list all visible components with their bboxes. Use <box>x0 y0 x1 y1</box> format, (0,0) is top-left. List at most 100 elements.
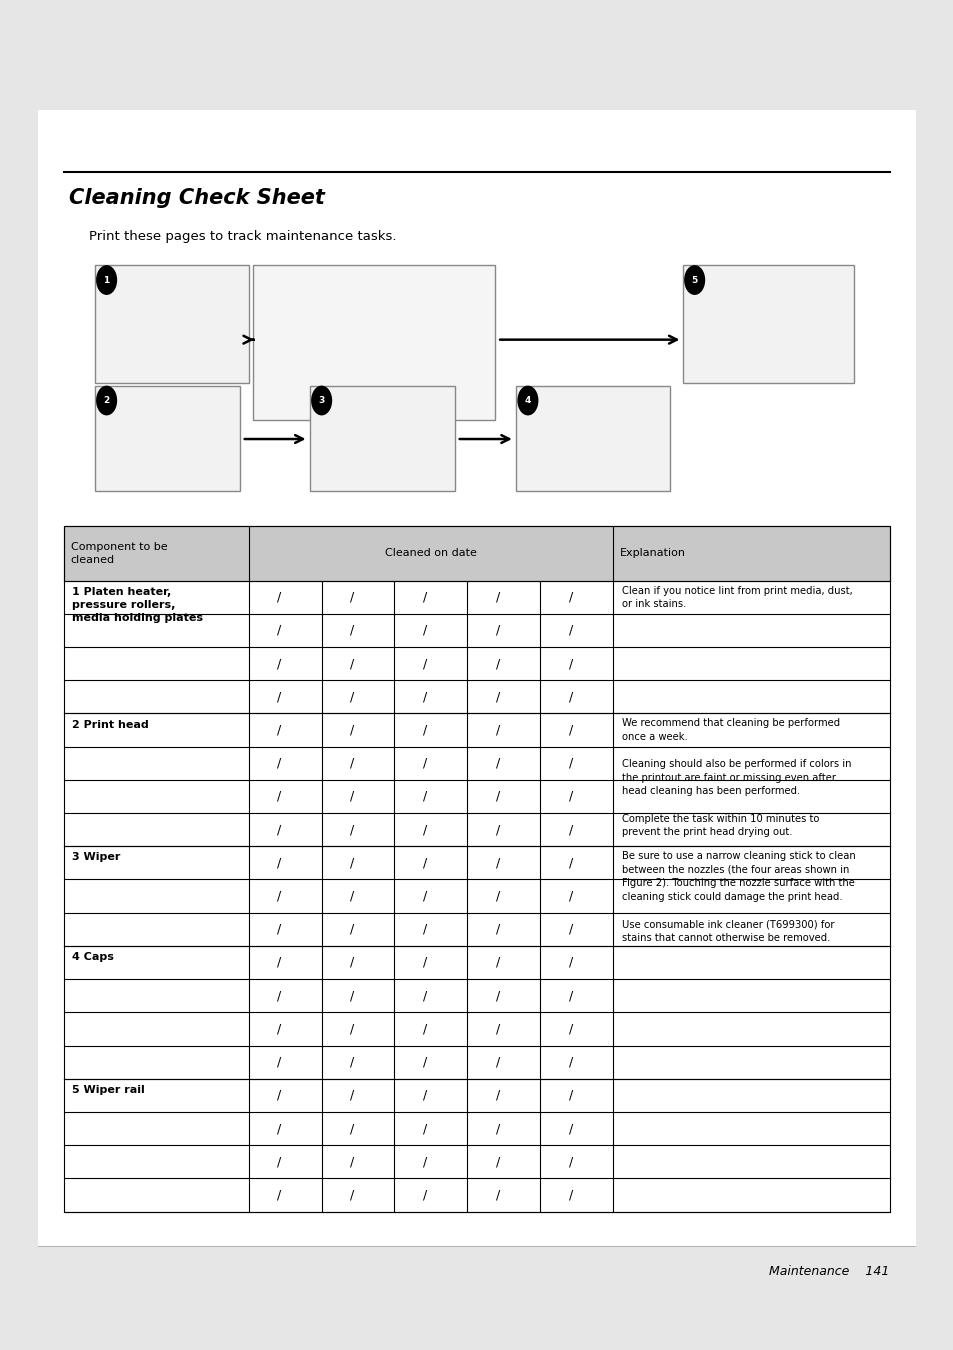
Bar <box>516 386 669 491</box>
Text: /: / <box>422 824 427 836</box>
Bar <box>95 265 249 383</box>
Text: /: / <box>350 923 354 936</box>
Text: /: / <box>496 624 499 637</box>
Text: /: / <box>568 956 573 969</box>
Text: /: / <box>568 824 573 836</box>
Text: /: / <box>568 757 573 769</box>
Text: /: / <box>568 1056 573 1069</box>
Text: /: / <box>496 591 499 603</box>
Text: /: / <box>422 990 427 1002</box>
Text: /: / <box>277 624 281 637</box>
Bar <box>38 1246 915 1296</box>
Text: /: / <box>422 1188 427 1202</box>
Text: /: / <box>422 1156 427 1168</box>
Text: Print these pages to track maintenance tasks.: Print these pages to track maintenance t… <box>89 231 396 243</box>
Text: /: / <box>350 1089 354 1102</box>
Text: /: / <box>496 1022 499 1035</box>
Text: /: / <box>496 956 499 969</box>
Text: /: / <box>277 657 281 670</box>
Text: /: / <box>277 923 281 936</box>
Text: /: / <box>568 1122 573 1135</box>
Text: /: / <box>277 1156 281 1168</box>
Text: /: / <box>568 1022 573 1035</box>
Text: /: / <box>496 757 499 769</box>
Text: /: / <box>350 1122 354 1135</box>
Text: 1 Platen heater,
pressure rollers,
media holding plates: 1 Platen heater, pressure rollers, media… <box>71 587 202 624</box>
Text: /: / <box>422 1056 427 1069</box>
Text: /: / <box>277 1122 281 1135</box>
Text: Explanation: Explanation <box>619 548 685 559</box>
Text: /: / <box>277 1056 281 1069</box>
Text: /: / <box>350 990 354 1002</box>
Text: /: / <box>350 1022 354 1035</box>
Text: Be sure to use a narrow cleaning stick to clean
between the nozzles (the four ar: Be sure to use a narrow cleaning stick t… <box>621 852 855 942</box>
Text: We recommend that cleaning be performed
once a week.

Cleaning should also be pe: We recommend that cleaning be performed … <box>621 718 850 837</box>
Text: /: / <box>277 990 281 1002</box>
Text: /: / <box>496 923 499 936</box>
Text: /: / <box>568 1156 573 1168</box>
Text: /: / <box>350 624 354 637</box>
Text: /: / <box>422 657 427 670</box>
Text: /: / <box>350 856 354 869</box>
Circle shape <box>517 386 537 416</box>
Text: Component to be
cleaned: Component to be cleaned <box>71 541 167 564</box>
Text: Clean if you notice lint from print media, dust,
or ink stains.: Clean if you notice lint from print medi… <box>621 586 852 609</box>
Text: /: / <box>422 856 427 869</box>
Text: /: / <box>422 724 427 737</box>
Text: /: / <box>422 757 427 769</box>
Bar <box>682 265 854 383</box>
Text: /: / <box>422 1122 427 1135</box>
Text: /: / <box>496 1089 499 1102</box>
Text: /: / <box>277 1188 281 1202</box>
Text: /: / <box>277 890 281 903</box>
Text: /: / <box>568 591 573 603</box>
Text: 2 Print head: 2 Print head <box>71 720 148 729</box>
Text: /: / <box>568 890 573 903</box>
Text: /: / <box>422 1022 427 1035</box>
Text: /: / <box>350 890 354 903</box>
Bar <box>38 54 915 109</box>
Text: /: / <box>422 956 427 969</box>
Bar <box>253 265 494 420</box>
Text: /: / <box>350 1188 354 1202</box>
Text: 5 Wiper rail: 5 Wiper rail <box>71 1085 144 1095</box>
Text: /: / <box>277 824 281 836</box>
Text: /: / <box>568 624 573 637</box>
Text: /: / <box>350 790 354 803</box>
Circle shape <box>96 265 117 294</box>
Text: /: / <box>496 1156 499 1168</box>
Text: Maintenance    141: Maintenance 141 <box>768 1265 888 1277</box>
Bar <box>65 526 888 580</box>
Text: /: / <box>277 956 281 969</box>
Text: /: / <box>350 1056 354 1069</box>
Text: /: / <box>568 1089 573 1102</box>
Text: Cleaning Check Sheet: Cleaning Check Sheet <box>69 188 324 208</box>
Text: /: / <box>277 724 281 737</box>
Bar <box>310 386 455 491</box>
Text: /: / <box>568 923 573 936</box>
Text: /: / <box>350 956 354 969</box>
Text: /: / <box>350 824 354 836</box>
Circle shape <box>683 265 704 294</box>
Text: /: / <box>422 591 427 603</box>
Text: /: / <box>568 657 573 670</box>
Text: /: / <box>496 824 499 836</box>
Text: /: / <box>422 624 427 637</box>
Text: /: / <box>568 990 573 1002</box>
Text: /: / <box>496 1188 499 1202</box>
Text: Cleaned on date: Cleaned on date <box>385 548 476 559</box>
Circle shape <box>311 386 332 416</box>
Bar <box>95 386 240 491</box>
Text: 3 Wiper: 3 Wiper <box>71 852 120 863</box>
Text: /: / <box>496 1056 499 1069</box>
Text: 5: 5 <box>691 275 697 285</box>
Text: /: / <box>350 657 354 670</box>
Text: /: / <box>277 591 281 603</box>
Text: /: / <box>422 890 427 903</box>
Text: /: / <box>422 790 427 803</box>
Text: 1: 1 <box>103 275 110 285</box>
Text: /: / <box>568 690 573 703</box>
Text: 3: 3 <box>318 396 324 405</box>
Text: /: / <box>568 790 573 803</box>
Text: /: / <box>350 757 354 769</box>
